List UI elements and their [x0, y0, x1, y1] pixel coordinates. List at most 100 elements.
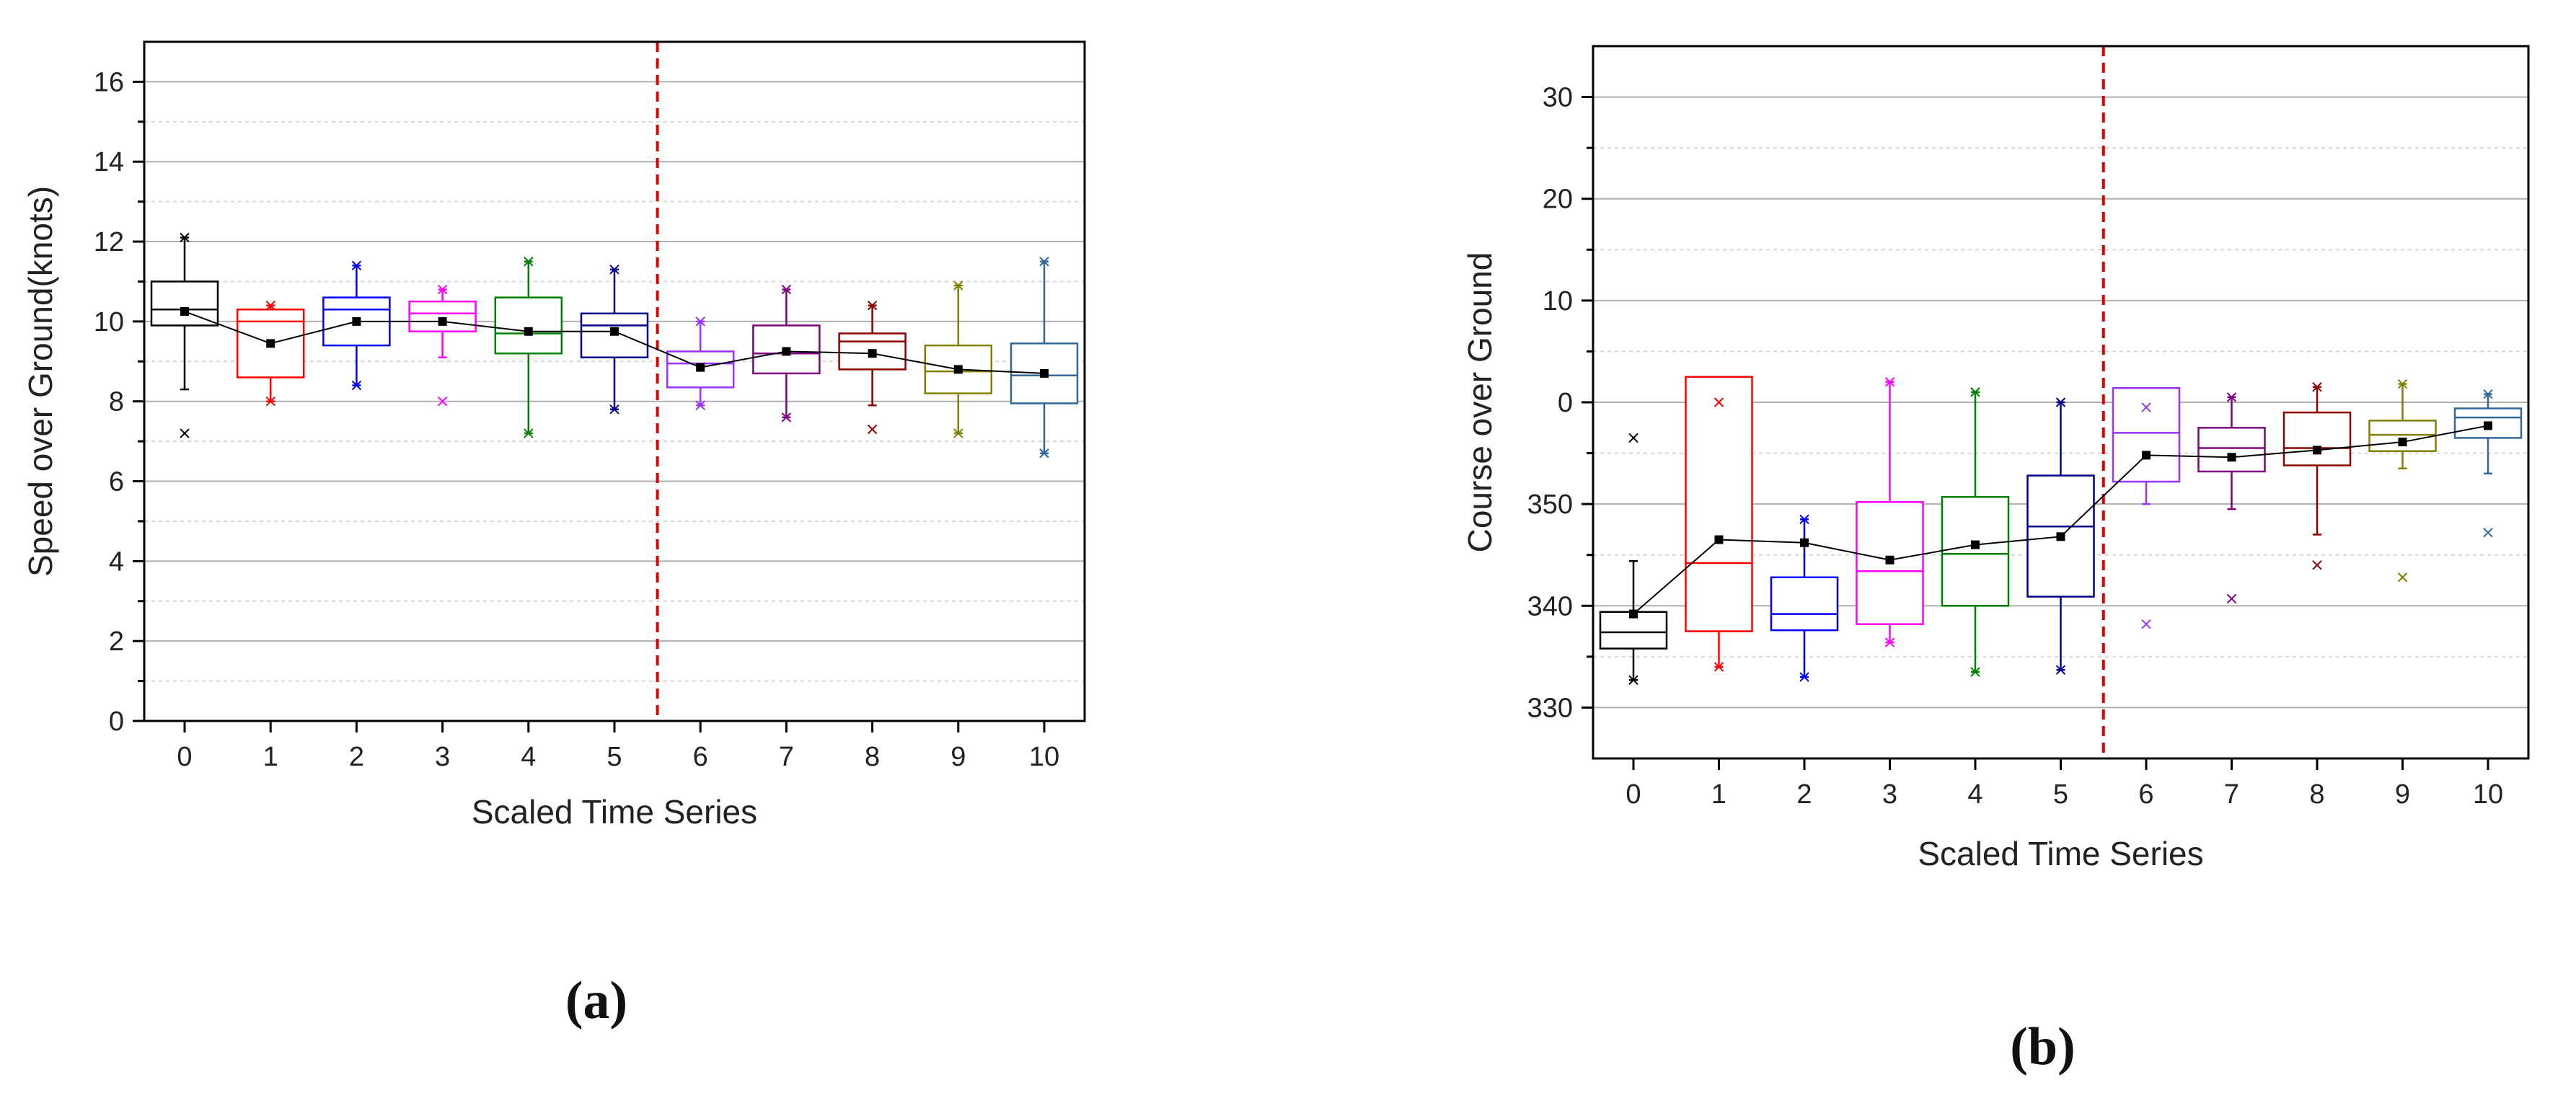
- box-iqr: [2197, 427, 2266, 473]
- outlier-marker: [265, 396, 275, 407]
- outlier-stroke: [1884, 377, 1895, 387]
- x-tick-label: 6: [2138, 779, 2153, 810]
- box-0: [150, 232, 219, 438]
- box-7: [2197, 392, 2266, 604]
- outlier-stroke: [1970, 667, 1980, 677]
- mean-point: [610, 327, 619, 336]
- box-2: [1770, 514, 1839, 682]
- box-10: [2453, 389, 2523, 538]
- outlier-marker: [437, 284, 448, 295]
- outlier-stroke: [265, 301, 275, 311]
- chart-b-x-ticks: 0 1 2 3 4 5 6 7 8 9 10: [1626, 758, 2503, 810]
- box-iqr: [1770, 576, 1839, 632]
- outlier-marker: [1628, 675, 1638, 686]
- panel-b-label: (b): [2010, 1017, 2075, 1076]
- x-tick-label: 9: [950, 742, 966, 772]
- outlier-stroke: [1039, 448, 1049, 459]
- outlier-marker: [351, 260, 362, 271]
- y-tick-label: 16: [94, 67, 124, 97]
- box-iqr: [2368, 420, 2437, 452]
- mean-point: [953, 365, 963, 374]
- mean-point: [524, 327, 533, 336]
- x-tick-label: 3: [1882, 779, 1897, 810]
- x-tick-label: 0: [1626, 779, 1641, 810]
- outlier-stroke: [2483, 389, 2493, 399]
- y-tick-label: 30: [1543, 83, 1573, 113]
- mean-point: [180, 307, 189, 317]
- outlier-stroke: [695, 400, 705, 410]
- x-tick-label: 8: [865, 742, 880, 772]
- y-tick-label: 20: [1543, 185, 1573, 215]
- outlier-marker: [180, 428, 190, 438]
- outlier-marker: [953, 280, 963, 291]
- outlier-stroke: [437, 284, 448, 295]
- outlier-stroke: [1628, 675, 1638, 686]
- outlier-marker: [180, 232, 190, 243]
- outlier-stroke: [1713, 397, 1724, 407]
- chart-b-y-axis-label: Course over Ground: [1461, 252, 1499, 553]
- outlier-stroke: [867, 424, 878, 435]
- box-9: [924, 280, 993, 438]
- outlier-stroke: [781, 412, 792, 422]
- panel-a-label: (a): [565, 971, 627, 1030]
- chart-a-y-ticks: 0 2 4 6 8 10 12 14 16: [94, 67, 144, 737]
- box-iqr: [408, 300, 477, 332]
- box-3: [408, 284, 477, 407]
- outlier-marker: [437, 396, 448, 407]
- outlier-marker: [265, 301, 275, 311]
- outlier-stroke: [1628, 433, 1638, 443]
- outlier-marker: [2397, 379, 2408, 389]
- x-tick-label: 1: [263, 742, 278, 772]
- chart-b-mean-points: [1629, 421, 2492, 619]
- outlier-stroke: [867, 301, 878, 311]
- outlier-stroke: [351, 380, 362, 391]
- outlier-marker: [1799, 514, 1809, 525]
- outlier-marker: [781, 412, 792, 422]
- mean-point: [1629, 609, 1638, 619]
- outlier-marker: [351, 380, 362, 391]
- mean-point: [2398, 438, 2407, 447]
- mean-point: [438, 317, 447, 326]
- outlier-marker: [867, 424, 878, 435]
- outlier-marker: [2055, 665, 2066, 675]
- chart-a-x-axis-label: Scaled Time Series: [472, 793, 757, 831]
- box-4: [494, 257, 563, 438]
- outlier-marker: [1884, 637, 1895, 647]
- chart-b-y-ticks: 330 340 350 0 10 20 30: [1527, 83, 1593, 723]
- outlier-marker: [609, 265, 619, 275]
- y-tick-label: 8: [109, 387, 124, 417]
- box-5: [580, 265, 649, 415]
- y-tick-label: 10: [1543, 286, 1573, 317]
- x-tick-label: 4: [1967, 779, 1982, 810]
- mean-point: [352, 317, 361, 326]
- box-iqr: [2112, 386, 2181, 483]
- box-1: [236, 301, 305, 407]
- outlier-marker: [1039, 448, 1049, 459]
- y-tick-label: 0: [109, 707, 124, 737]
- x-tick-label: 9: [2395, 779, 2410, 810]
- mean-point: [2484, 421, 2492, 430]
- box-9: [2368, 379, 2437, 583]
- outlier-stroke: [1799, 514, 1809, 525]
- outlier-marker: [1970, 667, 1980, 677]
- outlier-stroke: [609, 265, 619, 275]
- y-tick-label: 2: [109, 627, 124, 657]
- outlier-stroke: [524, 428, 534, 438]
- box-iqr: [1685, 376, 1753, 632]
- x-tick-label: 2: [1796, 779, 1812, 810]
- outlier-stroke: [1039, 257, 1049, 267]
- x-tick-label: 7: [2224, 779, 2239, 810]
- box-4: [1941, 387, 2010, 677]
- outlier-stroke: [2312, 560, 2322, 570]
- outlier-stroke: [2226, 392, 2237, 402]
- mean-point: [1971, 540, 1980, 549]
- outlier-stroke: [2483, 527, 2493, 538]
- chart-b-x-axis-label: Scaled Time Series: [1918, 835, 2203, 872]
- mean-point: [266, 339, 275, 348]
- y-tick-label: 4: [109, 546, 124, 577]
- outlier-stroke: [2226, 593, 2237, 604]
- box-3: [1856, 377, 1924, 647]
